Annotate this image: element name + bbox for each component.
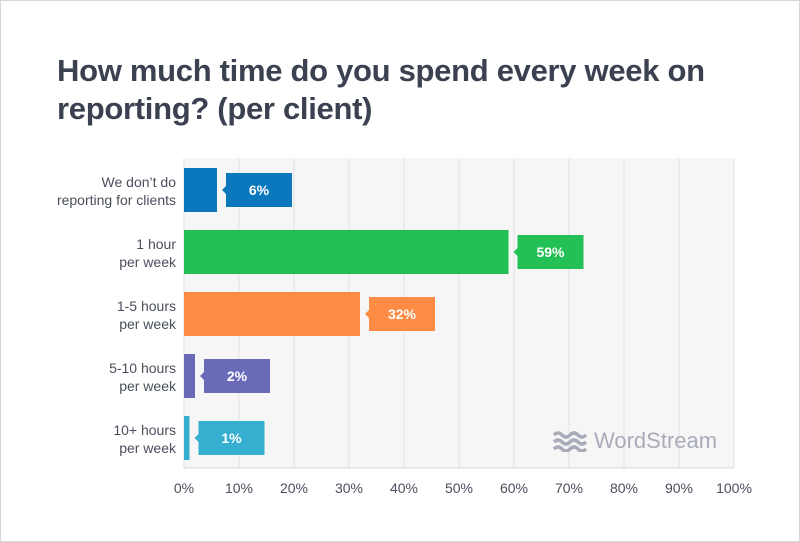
data-label-box	[194, 421, 265, 455]
wave-icon	[552, 431, 588, 452]
category-label: 1 hour	[136, 236, 176, 252]
x-tick-label: 0%	[174, 480, 194, 496]
x-tick-label: 20%	[280, 480, 308, 496]
data-label: 1%	[221, 430, 242, 446]
category-label: reporting for clients	[57, 192, 176, 208]
x-tick-label: 70%	[555, 480, 583, 496]
data-label: 6%	[249, 182, 270, 198]
bar	[184, 168, 217, 212]
x-tick-label: 90%	[665, 480, 693, 496]
category-label: per week	[119, 254, 177, 270]
bar	[184, 230, 509, 274]
x-tick-label: 100%	[716, 480, 752, 496]
category-label: per week	[119, 440, 177, 456]
category-label: We don’t do	[102, 174, 177, 190]
data-label-box	[222, 173, 292, 207]
bar	[184, 292, 360, 336]
logo-text: WordStream	[594, 428, 718, 453]
bar	[184, 354, 195, 398]
data-label-box	[513, 235, 584, 269]
data-label: 32%	[388, 306, 417, 322]
x-tick-label: 60%	[500, 480, 528, 496]
category-label: per week	[119, 316, 177, 332]
data-label: 59%	[536, 244, 565, 260]
x-tick-label: 10%	[225, 480, 253, 496]
wordstream-logo: WordStream	[552, 428, 717, 454]
bar	[184, 416, 190, 460]
x-tick-label: 40%	[390, 480, 418, 496]
x-tick-label: 50%	[445, 480, 473, 496]
chart-title: How much time do you spend every week on…	[57, 53, 705, 126]
category-label: 10+ hours	[113, 422, 176, 438]
x-tick-label: 80%	[610, 480, 638, 496]
x-tick-label: 30%	[335, 480, 363, 496]
category-label: 5-10 hours	[109, 360, 176, 376]
data-label-box	[365, 297, 435, 331]
data-label: 2%	[227, 368, 248, 384]
data-label-box	[200, 359, 270, 393]
category-label: per week	[119, 378, 177, 394]
category-label: 1-5 hours	[117, 298, 176, 314]
